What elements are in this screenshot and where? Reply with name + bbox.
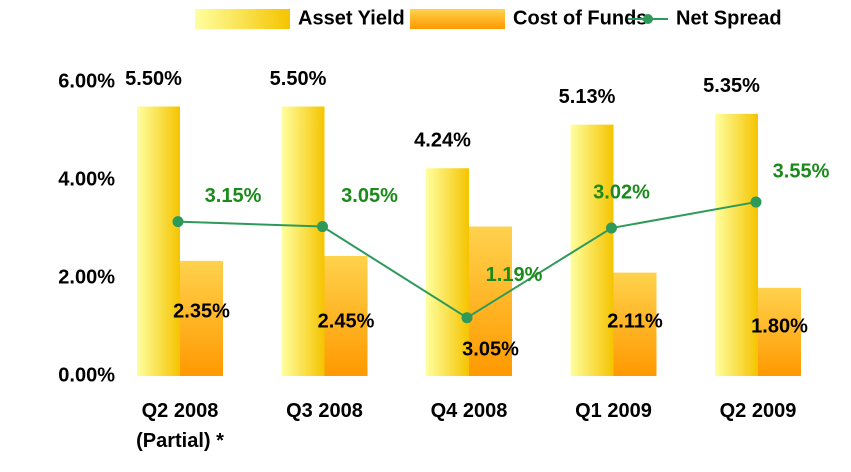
data-label: 5.50%	[270, 68, 327, 90]
line-marker	[606, 222, 617, 234]
bar	[324, 255, 368, 376]
legend-label: Cost of Funds	[513, 7, 647, 29]
line-marker	[750, 196, 762, 208]
bar	[426, 168, 469, 376]
data-label: 5.35%	[703, 75, 760, 97]
bar	[137, 106, 180, 376]
data-label: 2.45%	[318, 310, 375, 332]
x-tick-label: Q2 2008 (Partial) *	[136, 400, 224, 452]
data-label: 2.11%	[607, 310, 663, 332]
y-tick-label: 4.00%	[58, 168, 115, 190]
bar	[180, 260, 223, 376]
x-tick-label: Q1 2009	[575, 400, 652, 422]
data-label: 4.24%	[414, 130, 471, 152]
line-marker	[461, 312, 473, 324]
bar	[758, 287, 801, 376]
y-tick-label: 2.00%	[58, 266, 115, 288]
legend-marker	[643, 14, 653, 24]
legend-label: Net Spread	[676, 7, 782, 29]
bar	[469, 226, 512, 376]
data-label: 1.19%	[486, 264, 543, 286]
y-tick-label: 0.00%	[58, 364, 115, 386]
data-label: 3.05%	[341, 185, 398, 207]
legend-swatch	[195, 9, 290, 29]
line-marker	[172, 216, 184, 228]
legend-label: Asset Yield	[298, 7, 405, 29]
x-tick-label: Q3 2008	[286, 400, 363, 422]
bar	[715, 113, 758, 376]
data-label: 2.35%	[173, 300, 230, 322]
data-label: 5.13%	[559, 86, 616, 108]
bar	[613, 272, 657, 376]
y-tick-label: 6.00%	[58, 70, 115, 92]
data-label: 3.55%	[773, 160, 830, 182]
data-label: 5.50%	[125, 68, 182, 90]
bar	[281, 106, 325, 376]
line-marker	[317, 221, 328, 233]
bar	[570, 124, 614, 376]
data-label: 1.80%	[751, 315, 808, 337]
x-tick-label: Q2 2009	[719, 400, 797, 422]
data-label: 3.15%	[205, 185, 262, 207]
legend-swatch	[410, 9, 505, 29]
data-label: 3.05%	[462, 338, 519, 360]
data-label: 3.02%	[593, 181, 650, 203]
x-tick-label: Q4 2008	[430, 400, 508, 422]
